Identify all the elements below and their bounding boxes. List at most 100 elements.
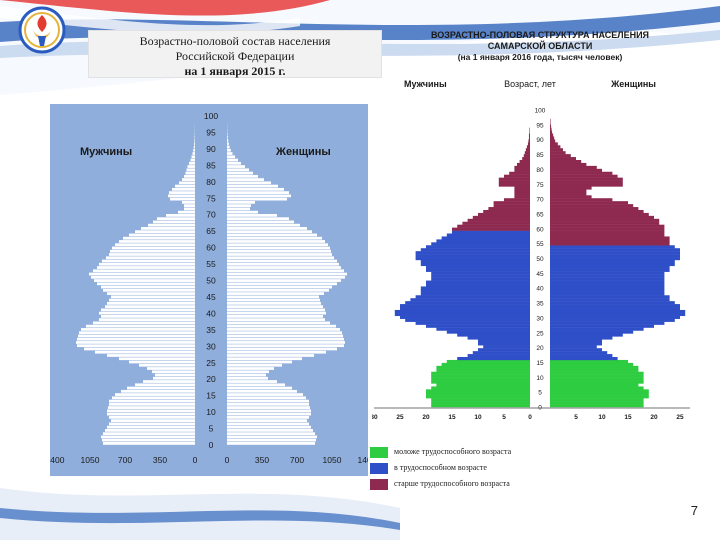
bar-men-age-58 [446, 233, 530, 237]
bar-women-age-90 [550, 139, 556, 143]
bar-women-age-94 [227, 135, 228, 139]
bar-women-age-20 [227, 376, 268, 380]
bar-women-age-48 [227, 285, 332, 289]
bar-women-age-52 [227, 272, 347, 276]
bar-men-age-13 [436, 365, 530, 369]
bar-women-age-4 [227, 429, 313, 432]
bar-women-age-26 [227, 357, 302, 361]
bar-men-age-42 [426, 280, 530, 284]
bar-women-age-28 [550, 321, 665, 325]
bar-men-age-14 [441, 362, 530, 367]
bar-women-age-66 [550, 209, 644, 214]
bar-women-age-68 [550, 204, 634, 208]
bar-men-age-80 [514, 168, 530, 172]
age-tick-label: 85 [536, 152, 544, 159]
bar-women-age-40 [550, 286, 665, 290]
bar-women-age-82 [550, 162, 587, 167]
bar-women-age-90 [227, 148, 231, 152]
bar-men-age-91 [193, 145, 195, 149]
bar-women-age-22 [227, 370, 269, 374]
bar-women-age-40 [227, 311, 326, 315]
bar-men-age-78 [172, 187, 195, 191]
bar-men-age-94 [529, 127, 530, 131]
x-tick-label: 25 [396, 414, 404, 421]
bar-men-age-88 [191, 155, 195, 159]
bar-women-age-46 [550, 268, 670, 272]
bar-women-age-42 [550, 280, 665, 284]
bar-women-age-26 [550, 327, 644, 331]
bar-men-age-35 [81, 328, 195, 331]
bar-women-age-81 [227, 178, 264, 181]
left-men-label: Мужчины [80, 146, 132, 158]
bar-men-age-46 [426, 268, 530, 272]
bar-women-age-20 [550, 345, 597, 349]
bar-women-age-2 [550, 398, 644, 402]
bar-women-age-23 [550, 336, 613, 340]
bar-men-age-73 [514, 189, 530, 193]
age-tick-label: 0 [209, 440, 214, 450]
bar-men-age-11 [108, 406, 195, 409]
x-tick-label-men: 0 [193, 455, 198, 465]
bar-women-age-44 [550, 274, 665, 278]
bar-women-age-37 [550, 295, 670, 299]
bar-women-age-17 [227, 386, 292, 390]
bar-men-age-62 [462, 221, 530, 225]
bar-men-age-20 [483, 345, 530, 349]
bar-women-age-47 [550, 265, 670, 269]
bar-men-age-83 [185, 171, 195, 175]
bar-men-age-82 [184, 174, 195, 178]
bar-men-age-37 [415, 295, 530, 299]
bar-women-age-36 [227, 324, 336, 328]
bar-men-age-52 [89, 272, 195, 276]
bar-men-age-81 [514, 165, 530, 170]
bar-women-age-62 [550, 221, 660, 225]
x-tick-label-women: 700 [290, 455, 304, 465]
age-tick-label: 5 [538, 390, 542, 397]
bar-men-age-80 [179, 181, 195, 185]
bar-men-age-85 [187, 165, 195, 168]
bar-men-age-62 [119, 240, 195, 243]
bar-men-age-46 [107, 292, 195, 295]
bar-women-age-91 [550, 136, 555, 140]
bar-men-age-57 [441, 236, 530, 240]
bar-women-age-39 [227, 315, 323, 318]
bar-women-age-9 [550, 377, 644, 381]
bar-women-age-86 [227, 161, 241, 165]
bar-women-age-50 [227, 279, 341, 282]
bar-women-age-84 [550, 157, 576, 161]
bar-women-age-89 [550, 142, 558, 146]
bar-women-age-19 [227, 380, 277, 383]
bar-men-age-73 [184, 204, 195, 208]
bar-women-age-63 [550, 218, 660, 222]
bar-men-age-42 [105, 305, 195, 308]
bar-women-age-66 [227, 227, 307, 230]
bar-women-age-85 [550, 154, 571, 158]
bar-men-age-68 [493, 204, 530, 208]
bar-women-age-56 [227, 259, 337, 263]
left-title-line2: Российской Федерации [175, 49, 295, 63]
x-tick-label-men: 700 [118, 455, 132, 465]
bar-men-age-19 [478, 348, 530, 352]
right-men-label: Мужчины [404, 79, 447, 89]
bar-women-age-88 [227, 155, 235, 159]
bar-men-age-45 [431, 271, 530, 275]
bar-women-age-57 [550, 236, 670, 240]
bar-men-age-1 [431, 401, 530, 405]
bar-men-age-48 [101, 285, 195, 289]
bar-women-age-80 [550, 168, 602, 172]
bar-men-age-39 [101, 315, 195, 318]
bar-women-age-48 [550, 262, 675, 267]
bar-women-age-69 [550, 201, 628, 205]
bar-men-age-9 [431, 377, 530, 381]
bar-men-age-60 [452, 227, 530, 231]
bar-men-age-29 [405, 318, 530, 322]
bar-men-age-83 [519, 159, 530, 164]
bar-men-age-0 [431, 404, 530, 408]
bar-men-age-35 [405, 301, 530, 305]
bar-women-age-60 [550, 227, 665, 231]
bar-men-age-3 [426, 395, 530, 399]
bar-women-age-65 [550, 212, 649, 217]
bar-men-age-17 [467, 354, 530, 358]
legend: моложе трудоспособного возраста в трудос… [370, 446, 590, 492]
bar-women-age-71 [550, 195, 592, 199]
